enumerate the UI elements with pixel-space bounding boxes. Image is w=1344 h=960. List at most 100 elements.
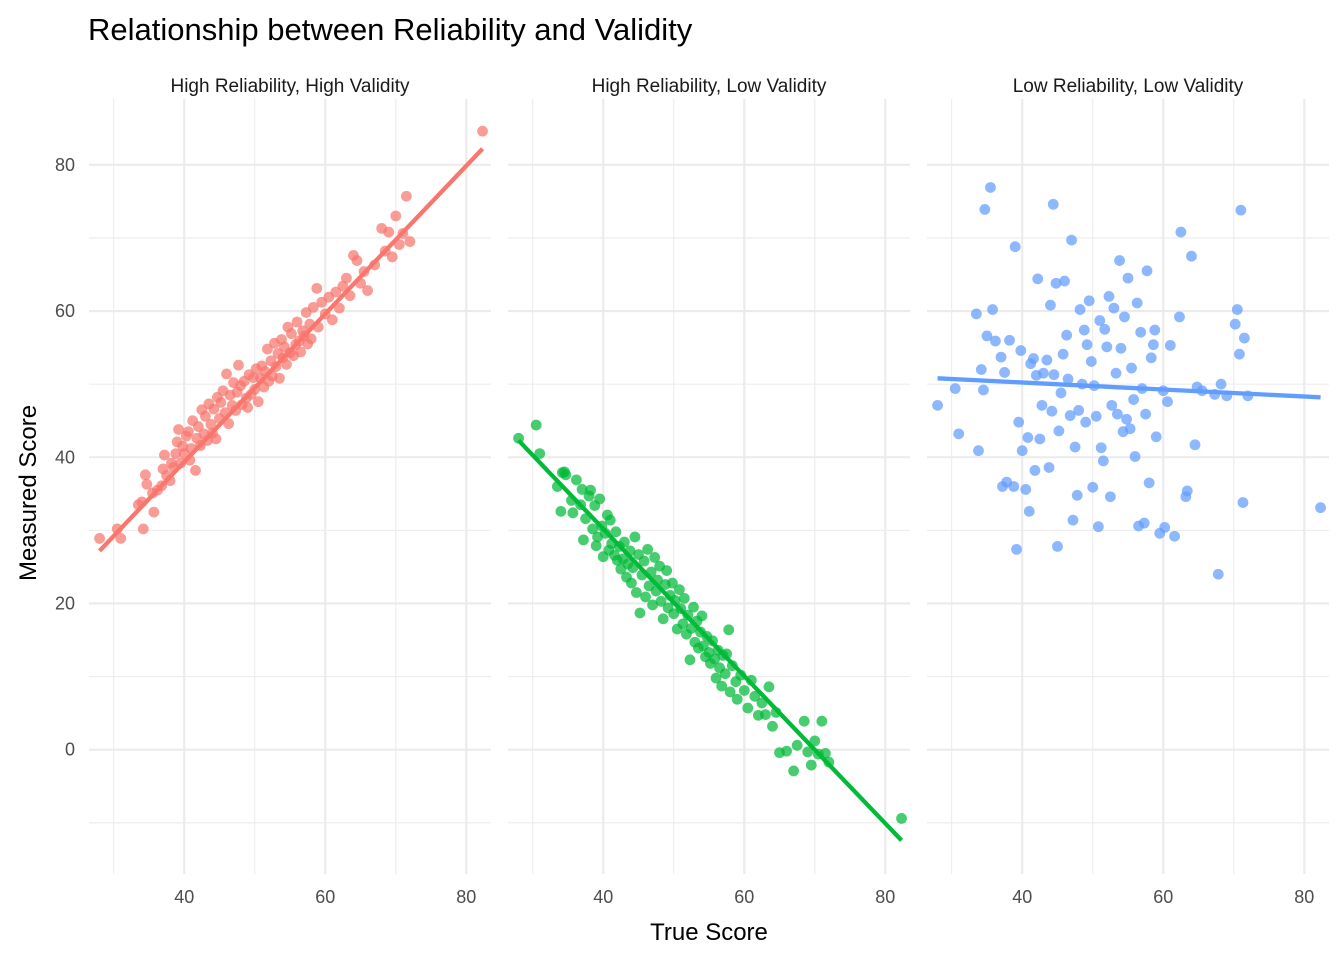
data-point [477, 125, 488, 137]
data-point [1022, 432, 1034, 443]
data-point [205, 418, 217, 430]
data-point [716, 680, 728, 692]
data-point [760, 709, 771, 721]
data-point [1071, 489, 1083, 501]
data-point [115, 533, 127, 544]
data-point [326, 314, 338, 326]
data-point [337, 280, 349, 292]
data-point [805, 759, 817, 771]
data-point [1097, 455, 1109, 467]
data-point [1041, 354, 1053, 366]
data-point [192, 421, 204, 432]
data-point [677, 618, 689, 630]
facet-title: Low Reliability, Low Validity [1013, 76, 1244, 97]
data-point [183, 426, 194, 438]
data-point [995, 351, 1007, 363]
data-point [896, 813, 907, 824]
x-tick-label: 80 [1294, 887, 1314, 907]
data-point [567, 507, 579, 519]
data-point [678, 592, 690, 604]
data-point [199, 410, 211, 422]
data-point [932, 399, 943, 411]
data-point [1149, 324, 1161, 336]
data-point [1175, 226, 1187, 238]
data-point [148, 506, 160, 518]
data-point [604, 514, 616, 526]
data-point [1036, 399, 1048, 411]
data-point [94, 533, 105, 544]
data-point [666, 577, 678, 589]
data-point [587, 523, 599, 535]
data-point [1090, 410, 1102, 422]
data-point [252, 396, 264, 408]
data-point [159, 449, 170, 461]
x-axis-label: True Score [650, 919, 768, 946]
data-point [1234, 348, 1245, 360]
data-point [400, 190, 412, 202]
data-point [688, 601, 699, 613]
data-point [1085, 356, 1097, 367]
data-point [173, 424, 184, 435]
data-point [571, 474, 582, 486]
facet-panel: High Reliability, High Validity 40 60 80 [89, 76, 491, 907]
data-point [1114, 255, 1125, 266]
data-point [1215, 378, 1227, 390]
data-point [1043, 462, 1055, 473]
data-point [788, 765, 800, 777]
data-point [141, 478, 153, 490]
chart-title: Relationship between Reliability and Val… [88, 12, 693, 47]
data-point [1061, 329, 1073, 341]
data-point [767, 720, 778, 732]
data-point [1069, 441, 1081, 453]
data-point [1129, 451, 1141, 462]
data-point [594, 493, 606, 505]
data-point [1046, 405, 1058, 417]
data-point [210, 433, 222, 445]
data-point [555, 505, 567, 517]
data-point [585, 484, 596, 496]
facet-panel: High Reliability, Low Validity 40 60 80 [508, 76, 910, 907]
data-point [985, 182, 996, 193]
facet-title: High Reliability, High Validity [170, 76, 410, 97]
data-point [809, 735, 821, 747]
data-point [791, 739, 803, 751]
data-point [221, 368, 232, 380]
x-tick-label: 80 [875, 887, 895, 907]
data-point [578, 534, 589, 546]
data-point [1141, 265, 1153, 277]
trend-line [937, 376, 1321, 400]
data-point [987, 304, 998, 315]
data-point [1186, 250, 1197, 262]
data-point [723, 624, 735, 636]
data-point [1169, 530, 1180, 542]
data-point [1029, 465, 1041, 476]
x-tick-label: 40 [174, 887, 194, 907]
y-tick-label: 60 [55, 301, 75, 321]
data-point [1124, 423, 1136, 435]
data-point [979, 204, 991, 215]
data-point [1032, 273, 1044, 285]
y-tick-label: 80 [55, 155, 75, 175]
data-point [1150, 431, 1162, 443]
x-tick-label: 40 [1012, 887, 1032, 907]
data-point [1067, 514, 1079, 526]
data-point [1164, 339, 1176, 351]
data-point [973, 445, 984, 457]
data-point [1034, 433, 1046, 445]
data-point [1143, 477, 1155, 489]
data-point [1145, 352, 1157, 364]
data-point [1121, 413, 1132, 425]
data-point [1081, 339, 1093, 351]
data-point [560, 469, 572, 481]
data-point [749, 690, 761, 702]
data-point [274, 372, 285, 384]
data-point [1078, 324, 1090, 336]
facet-panel: Low Reliability, Low Validity 40 60 80 [927, 76, 1329, 907]
data-point [642, 543, 654, 555]
data-point [1106, 399, 1118, 411]
data-point [362, 285, 373, 296]
data-point [1126, 362, 1137, 374]
data-point [1101, 341, 1113, 353]
data-point [673, 584, 685, 595]
